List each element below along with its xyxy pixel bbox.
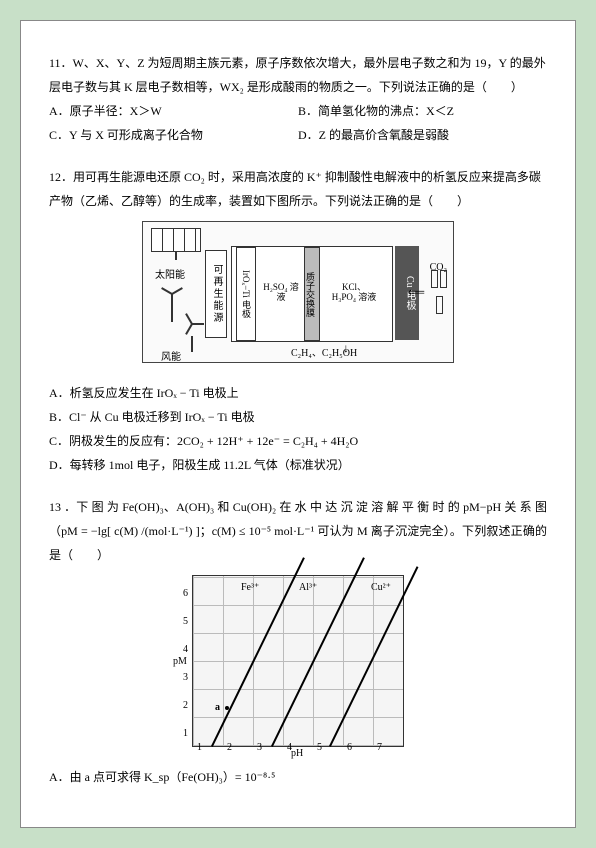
y-tick-5: 5 xyxy=(183,612,188,632)
q11-opt-a: A．原子半径：X＞W xyxy=(49,99,298,123)
renewable-box: 可再生能源 xyxy=(205,250,227,338)
line-al xyxy=(271,557,365,747)
electrolysis-diagram: 太阳能 风能 可 xyxy=(142,221,454,363)
right-sol-2: H₃PO₄ 溶液 xyxy=(332,292,377,302)
wind-icon-2 xyxy=(177,312,207,352)
x-tick-7: 7 xyxy=(377,738,382,758)
line-fe-label: Fe³⁺ xyxy=(241,578,259,598)
q12-stem: 12．用可再生能源电还原 CO₂ 时，采用高浓度的 K⁺ 抑制酸性电解液中的析氢… xyxy=(49,165,547,213)
x-tick-5: 5 xyxy=(317,738,322,758)
q12-opt-c: C．阴极发生的反应有：2CO₂ + 12H⁺ + 12e⁻ = C₂H₄ + 4… xyxy=(49,429,547,453)
y-tick-3: 3 xyxy=(183,668,188,688)
pm-ph-graph: Fe³⁺ Al³⁺ Cu²⁺ a pM pH 1 2 3 4 5 6 7 1 2 xyxy=(192,575,404,747)
q11-opt-c: C．Y 与 X 可形成离子化合物 xyxy=(49,123,298,147)
q13-stem: 13 ．下 图 为 Fe(OH)₃、A(OH)₃ 和 Cu(OH)₂ 在 水 中… xyxy=(49,495,547,567)
q11-opt-b: B．简单氢化物的沸点：X＜Z xyxy=(298,99,547,123)
y-tick-2: 2 xyxy=(183,696,188,716)
y-tick-1: 1 xyxy=(183,724,188,744)
point-a: a xyxy=(215,698,220,718)
x-tick-4: 4 xyxy=(287,738,292,758)
q11-opt-d: D．Z 的最高价含氧酸是弱酸 xyxy=(298,123,547,147)
q12-opt-a: A．析氢反应发生在 IrOₓ − Ti 电极上 xyxy=(49,381,547,405)
q13-figure: Fe³⁺ Al³⁺ Cu²⁺ a pM pH 1 2 3 4 5 6 7 1 2 xyxy=(49,575,547,755)
membrane: 质子交换膜 xyxy=(304,247,320,341)
left-solution: H₂SO₄ 溶液 xyxy=(260,283,302,303)
q12-opt-d: D．每转移 1mol 电子，阳极生成 11.2L 气体（标准状况） xyxy=(49,453,547,477)
y-tick-4: 4 xyxy=(183,640,188,660)
x-tick-3: 3 xyxy=(257,738,262,758)
x-tick-1: 1 xyxy=(197,738,202,758)
y-tick-6: 6 xyxy=(183,584,188,604)
right-sol-1: KCl、 xyxy=(342,282,366,292)
left-electrode: IrOₓ−Ti 电极 xyxy=(236,247,256,341)
exam-page: 11．W、X、Y、Z 为短周期主族元素，原子序数依次增大，最外层电子数之和为 1… xyxy=(20,20,576,828)
co2-arrow: ⟸ xyxy=(408,280,425,304)
solar-icon xyxy=(151,228,201,260)
point-a-dot xyxy=(225,706,229,710)
question-13: 13 ．下 图 为 Fe(OH)₃、A(OH)₃ 和 Cu(OH)₂ 在 水 中… xyxy=(49,495,547,789)
right-solution: KCl、 H₃PO₄ 溶液 xyxy=(326,283,382,303)
line-al-label: Al³⁺ xyxy=(299,578,317,598)
x-tick-2: 2 xyxy=(227,738,232,758)
products-arrow: ↓ xyxy=(343,336,349,360)
q13-opt-a: A．由 a 点可求得 K_sp（Fe(OH)₃）= 10⁻⁸·⁵ xyxy=(49,765,547,789)
q11-stem: 11．W、X、Y、Z 为短周期主族元素，原子序数依次增大，最外层电子数之和为 1… xyxy=(49,51,547,99)
x-axis-label: pH xyxy=(291,744,303,764)
question-11: 11．W、X、Y、Z 为短周期主族元素，原子序数依次增大，最外层电子数之和为 1… xyxy=(49,51,547,147)
wind-label: 风能 xyxy=(161,348,181,368)
q11-options: A．原子半径：X＞W B．简单氢化物的沸点：X＜Z C．Y 与 X 可形成离子化… xyxy=(49,99,547,147)
x-tick-6: 6 xyxy=(347,738,352,758)
question-12: 12．用可再生能源电还原 CO₂ 时，采用高浓度的 K⁺ 抑制酸性电解液中的析氢… xyxy=(49,165,547,477)
line-cu-label: Cu²⁺ xyxy=(371,578,391,598)
q12-figure: 太阳能 风能 可 xyxy=(49,221,547,371)
cell-box: IrOₓ−Ti 电极 H₂SO₄ 溶液 质子交换膜 KCl、 H₃PO₄ 溶液 xyxy=(231,246,393,342)
q12-opt-b: B．Cl⁻ 从 Cu 电极迁移到 IrOₓ − Ti 电极 xyxy=(49,405,547,429)
factory-icon xyxy=(427,270,451,322)
